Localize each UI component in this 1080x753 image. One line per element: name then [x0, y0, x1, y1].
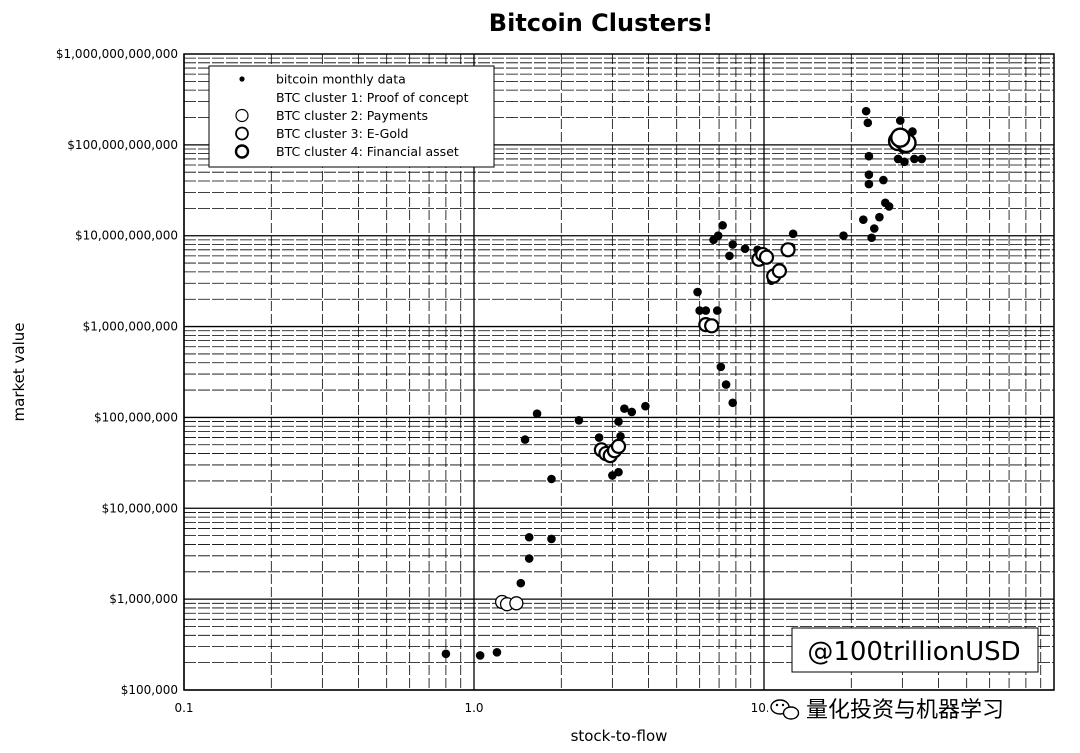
y-tick-label: $10,000,000,000	[75, 229, 178, 243]
data-point-monthly	[895, 116, 905, 125]
plot-frame	[183, 53, 1055, 691]
legend-marker-cluster-2	[235, 108, 249, 123]
legend-label-cluster-2: BTC cluster 2: Payments	[276, 108, 428, 123]
wechat-icon	[770, 699, 800, 720]
data-point-monthly	[725, 251, 734, 261]
x-tick-label: 1.0	[464, 701, 483, 715]
y-tick-label: $100,000	[121, 683, 178, 697]
data-point-monthly	[641, 401, 650, 411]
data-point-monthly	[917, 154, 927, 164]
legend-label-cluster-4: BTC cluster 4: Financial asset	[276, 144, 459, 159]
legend-label-cluster-1: BTC cluster 1: Proof of concept	[276, 90, 469, 105]
data-point-monthly	[884, 202, 894, 211]
data-point-monthly	[864, 151, 874, 161]
legend: bitcoin monthly data BTC cluster 1: Proo…	[208, 65, 495, 168]
legend-box	[208, 65, 495, 168]
data-point-monthly	[712, 306, 722, 315]
legend-marker-cluster-4	[234, 144, 250, 159]
data-point-cluster-3	[704, 318, 720, 334]
data-point-cluster-2	[509, 596, 524, 611]
data-point-monthly	[879, 175, 888, 185]
data-point-monthly	[532, 409, 542, 418]
data-point-monthly	[516, 578, 526, 588]
data-point-monthly	[869, 224, 879, 233]
data-point-monthly	[864, 179, 874, 189]
data-point-monthly	[693, 287, 702, 297]
data-point-monthly	[839, 231, 848, 241]
data-point-monthly	[910, 154, 919, 164]
footer-caption: 量化投资与机器学习	[768, 692, 1080, 726]
data-point-monthly	[716, 362, 726, 372]
data-points	[441, 106, 927, 660]
data-point-monthly	[713, 231, 723, 241]
data-point-cluster-4	[890, 127, 911, 148]
data-point-monthly	[547, 474, 556, 484]
data-point-cluster-3	[771, 263, 787, 279]
legend-label-monthly: bitcoin monthly data	[276, 72, 406, 87]
data-point-monthly	[718, 221, 727, 230]
data-point-monthly	[614, 417, 623, 426]
watermark-box	[791, 627, 1039, 673]
data-point-monthly	[701, 306, 711, 315]
data-point-monthly	[861, 106, 871, 116]
watermark: @100trillionUSD	[791, 627, 1039, 673]
data-point-monthly	[524, 532, 534, 542]
data-point-monthly	[520, 435, 530, 444]
footer-backdrop	[768, 692, 1080, 726]
data-point-monthly	[492, 647, 502, 657]
data-point-monthly	[441, 649, 451, 659]
data-point-monthly	[864, 170, 874, 179]
chart-title: Bitcoin Clusters!	[489, 9, 713, 37]
data-point-monthly	[475, 651, 485, 660]
data-point-cluster-3	[610, 438, 627, 454]
data-point-monthly	[616, 431, 625, 441]
y-tick-label: $100,000,000,000	[67, 138, 178, 152]
data-point-monthly	[547, 534, 556, 544]
legend-label-cluster-3: BTC cluster 3: E-Gold	[276, 126, 408, 141]
data-point-monthly	[859, 215, 868, 225]
y-tick-label: $1,000,000	[109, 592, 178, 606]
y-tick-label: $1,000,000,000,000	[56, 47, 178, 61]
data-point-monthly	[900, 157, 909, 167]
data-point-monthly	[867, 233, 876, 243]
data-point-monthly	[728, 398, 738, 408]
data-point-monthly	[574, 415, 584, 425]
data-point-monthly	[695, 306, 704, 315]
data-point-monthly	[728, 240, 738, 249]
data-point-monthly	[524, 554, 534, 563]
y-tick-label: $1,000,000,000	[83, 320, 178, 334]
data-point-monthly	[863, 118, 873, 128]
x-tick-label: 0.1	[174, 701, 193, 715]
data-point-monthly	[740, 244, 750, 253]
data-point-cluster-3	[780, 242, 796, 258]
data-point-monthly	[721, 380, 731, 389]
y-tick-label: $10,000,000	[102, 501, 178, 515]
footer-text: 量化投资与机器学习	[806, 698, 1004, 723]
y-axis-ticks: $100,000 $1,000,000 $10,000,000 $100,000,00…	[56, 47, 178, 697]
legend-marker-monthly	[239, 76, 245, 82]
data-point-monthly	[620, 404, 629, 413]
data-point-monthly	[594, 433, 604, 442]
watermark-text: @100trillionUSD	[807, 637, 1020, 667]
y-tick-label: $100,000,000	[94, 410, 178, 424]
data-point-monthly	[627, 407, 637, 417]
legend-marker-cluster-3	[235, 126, 249, 141]
data-point-cluster-3	[758, 249, 775, 265]
data-point-monthly	[875, 212, 884, 222]
y-axis-label: market value	[10, 323, 28, 422]
data-point-monthly	[788, 229, 798, 239]
x-axis-label: stock-to-flow	[571, 727, 668, 745]
data-point-monthly	[614, 467, 623, 477]
